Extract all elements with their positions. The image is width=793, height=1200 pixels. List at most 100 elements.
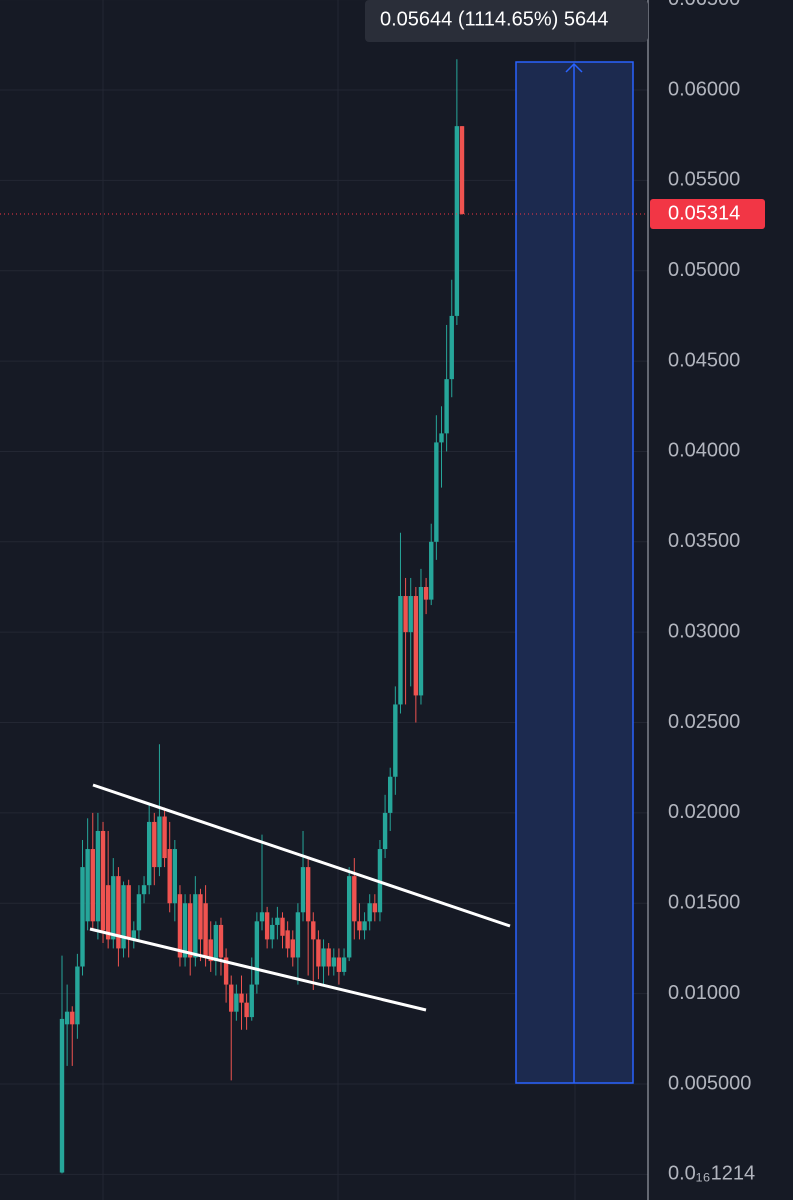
candle-body [264, 912, 270, 940]
candle-body [234, 993, 239, 1012]
trend-lines [89, 783, 511, 1012]
candle-body [454, 126, 460, 316]
candle-body [336, 957, 342, 972]
candle-body [146, 821, 152, 886]
candle-body [172, 849, 178, 904]
y-tick-label: 0.01500 [668, 892, 740, 914]
candle-body [229, 984, 234, 1012]
candle-body [259, 912, 265, 922]
candle-body [254, 921, 260, 985]
candle-body [198, 894, 203, 940]
y-tick-label: 0.03500 [668, 530, 740, 552]
candle-body [459, 126, 465, 214]
candle-body [429, 541, 434, 600]
candle-body [449, 315, 454, 380]
y-tick-label: 0.05500 [668, 169, 740, 191]
last-price-box [650, 198, 765, 229]
candle-body [193, 894, 198, 958]
candle-body [326, 948, 331, 967]
last-price-label: 0.05314 [668, 202, 740, 224]
candle-body [208, 939, 213, 962]
candle-body [167, 849, 172, 904]
candle-body [75, 966, 80, 1025]
y-tick-label: 0.005000 [668, 1072, 751, 1094]
candle-body [70, 1011, 75, 1025]
candle-body [413, 596, 419, 696]
candle-body [311, 921, 316, 940]
trend-line [92, 783, 511, 928]
candle-body [295, 912, 301, 958]
candle-body [444, 379, 449, 434]
candle-body [249, 984, 254, 1018]
candle-body [275, 917, 280, 925]
candle-body [367, 903, 372, 922]
candle-body [393, 704, 398, 777]
candle-body [300, 867, 306, 913]
y-tick-label: 0.04500 [668, 349, 740, 371]
candle-body [131, 930, 136, 940]
candle-body [182, 903, 188, 958]
candle-body [95, 830, 101, 922]
candle-body [111, 876, 116, 940]
candle-body [408, 596, 413, 633]
candle-body [105, 885, 111, 940]
y-tick-label: 0.01000 [668, 982, 740, 1004]
candle-body [423, 586, 429, 600]
candles [59, 59, 465, 1174]
candle-body [162, 816, 167, 859]
candle-body [280, 917, 285, 936]
candle-body [418, 586, 424, 696]
candle-body [357, 921, 362, 931]
candle-body [398, 596, 403, 705]
y-tick-label: 0.03000 [668, 620, 740, 642]
candle-body [121, 885, 126, 949]
candle-body [244, 1002, 249, 1018]
candle-body [100, 830, 106, 931]
candle-body [85, 849, 90, 922]
candle-body [223, 957, 229, 985]
candle-body [141, 885, 147, 895]
candle-body [218, 924, 224, 958]
tooltip-box [365, 0, 648, 42]
candle-body [203, 903, 208, 958]
candle-body [321, 948, 326, 967]
candle-body [362, 921, 367, 931]
candle-body [136, 894, 142, 931]
candle-body [64, 1011, 70, 1025]
candle-body [372, 903, 378, 913]
y-tick-label: 0.0₁₆1214 [668, 1163, 755, 1185]
candle-body [290, 939, 295, 958]
candle-body [270, 924, 275, 940]
candle-body [213, 924, 219, 962]
arrow-head [565, 62, 583, 73]
candle-body [331, 957, 336, 967]
candle-body [346, 876, 352, 958]
y-tick-label: 0.05000 [668, 259, 740, 281]
candle-body [59, 1018, 65, 1173]
candle-body [157, 816, 162, 868]
trend-line [89, 927, 427, 1012]
candle-body [80, 867, 85, 967]
candle-body [126, 885, 131, 940]
candle-body [439, 433, 444, 443]
candle-body [305, 867, 311, 922]
y-tick-label: 0.02000 [668, 801, 740, 823]
candle-body [188, 903, 193, 958]
y-tick-label: 0.06500 [668, 0, 740, 10]
candle-body [388, 776, 393, 813]
candle-body [341, 957, 347, 972]
candle-body [403, 596, 408, 633]
tooltip: 0.05644 (1114.65%) 5644 [380, 8, 608, 30]
measure-box [515, 61, 634, 1084]
y-tick-label: 0.04000 [668, 440, 740, 462]
y-tick-label: 0.06000 [668, 78, 740, 100]
candle-body [239, 993, 244, 1003]
candle-body [285, 930, 290, 949]
y-tick-label: 0.02500 [668, 711, 740, 733]
candle-body [434, 442, 439, 542]
candle-body [382, 812, 388, 850]
candle-body [90, 849, 95, 922]
candle-body [177, 894, 183, 958]
candle-body [152, 821, 157, 868]
